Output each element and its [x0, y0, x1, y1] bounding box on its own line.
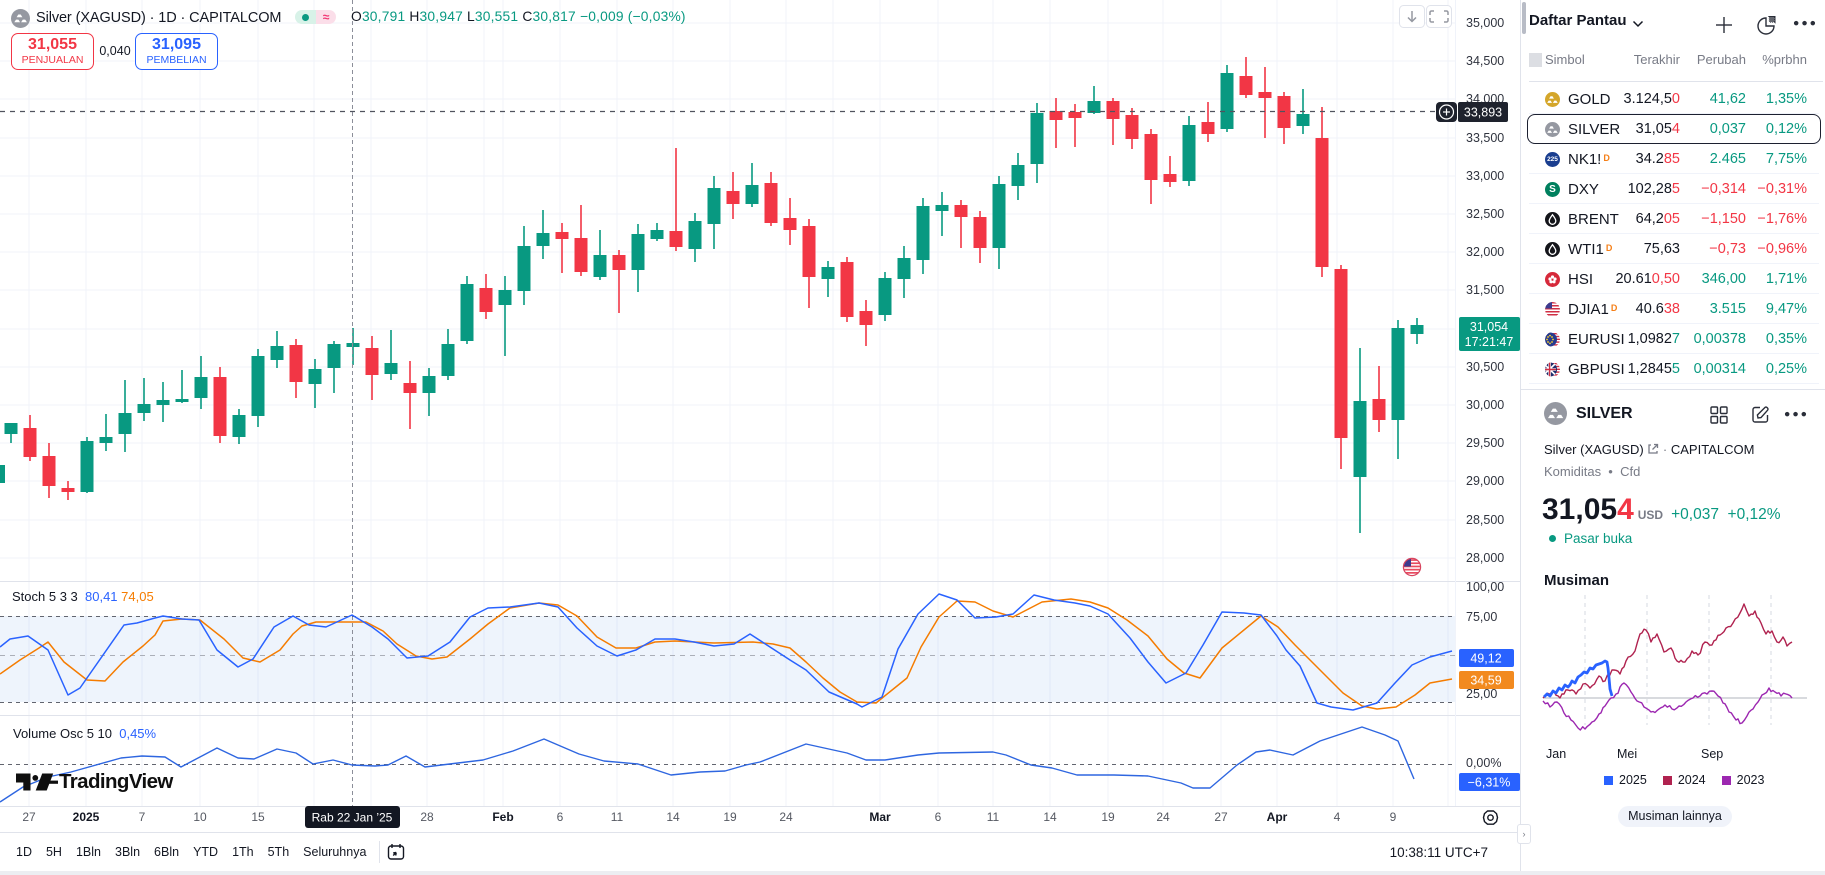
- svg-text:75,00: 75,00: [1466, 610, 1497, 624]
- svg-text:30,000: 30,000: [1466, 398, 1504, 412]
- svg-text:Apr: Apr: [1267, 810, 1288, 824]
- svg-text:28,500: 28,500: [1466, 513, 1504, 527]
- svg-text:49,12: 49,12: [1470, 652, 1501, 666]
- svg-text:35,000: 35,000: [1466, 16, 1504, 30]
- svg-text:27: 27: [22, 810, 36, 824]
- svg-text:9: 9: [1390, 810, 1397, 824]
- svg-text:14: 14: [1043, 810, 1057, 824]
- svg-text:14: 14: [666, 810, 680, 824]
- svg-text:29,000: 29,000: [1466, 474, 1504, 488]
- svg-text:Mar: Mar: [869, 810, 891, 824]
- svg-text:28,000: 28,000: [1466, 551, 1504, 565]
- svg-text:7: 7: [139, 810, 146, 824]
- svg-text:6: 6: [935, 810, 942, 824]
- svg-text:19: 19: [1101, 810, 1115, 824]
- svg-text:2025: 2025: [73, 810, 100, 824]
- svg-text:0,00%: 0,00%: [1466, 756, 1501, 770]
- svg-text:100,00: 100,00: [1466, 580, 1504, 594]
- svg-text:17:21:47: 17:21:47: [1465, 335, 1514, 349]
- svg-text:10: 10: [193, 810, 207, 824]
- svg-text:28: 28: [420, 810, 434, 824]
- svg-text:24: 24: [1156, 810, 1170, 824]
- svg-text:30,500: 30,500: [1466, 360, 1504, 374]
- svg-text:Feb: Feb: [492, 810, 513, 824]
- svg-text:33,500: 33,500: [1466, 131, 1504, 145]
- svg-text:32,000: 32,000: [1466, 245, 1504, 259]
- svg-text:11: 11: [987, 810, 1000, 824]
- svg-text:25,00: 25,00: [1466, 687, 1497, 701]
- svg-text:31,054: 31,054: [1470, 320, 1508, 334]
- svg-text:33,893: 33,893: [1464, 106, 1502, 120]
- svg-text:6: 6: [557, 810, 564, 824]
- svg-text:24: 24: [779, 810, 793, 824]
- svg-text:4: 4: [1334, 810, 1341, 824]
- svg-text:33,000: 33,000: [1466, 169, 1504, 183]
- svg-text:19: 19: [723, 810, 737, 824]
- svg-text:11: 11: [611, 810, 624, 824]
- svg-text:32,500: 32,500: [1466, 207, 1504, 221]
- svg-text:31,500: 31,500: [1466, 283, 1504, 297]
- svg-text:27: 27: [1214, 810, 1228, 824]
- svg-text:Rab 22 Jan ’25: Rab 22 Jan ’25: [312, 811, 393, 825]
- svg-text:34,500: 34,500: [1466, 54, 1504, 68]
- svg-text:29,500: 29,500: [1466, 436, 1504, 450]
- svg-text:34,59: 34,59: [1470, 674, 1501, 688]
- svg-text:−6,31%: −6,31%: [1468, 776, 1511, 790]
- svg-text:15: 15: [251, 810, 265, 824]
